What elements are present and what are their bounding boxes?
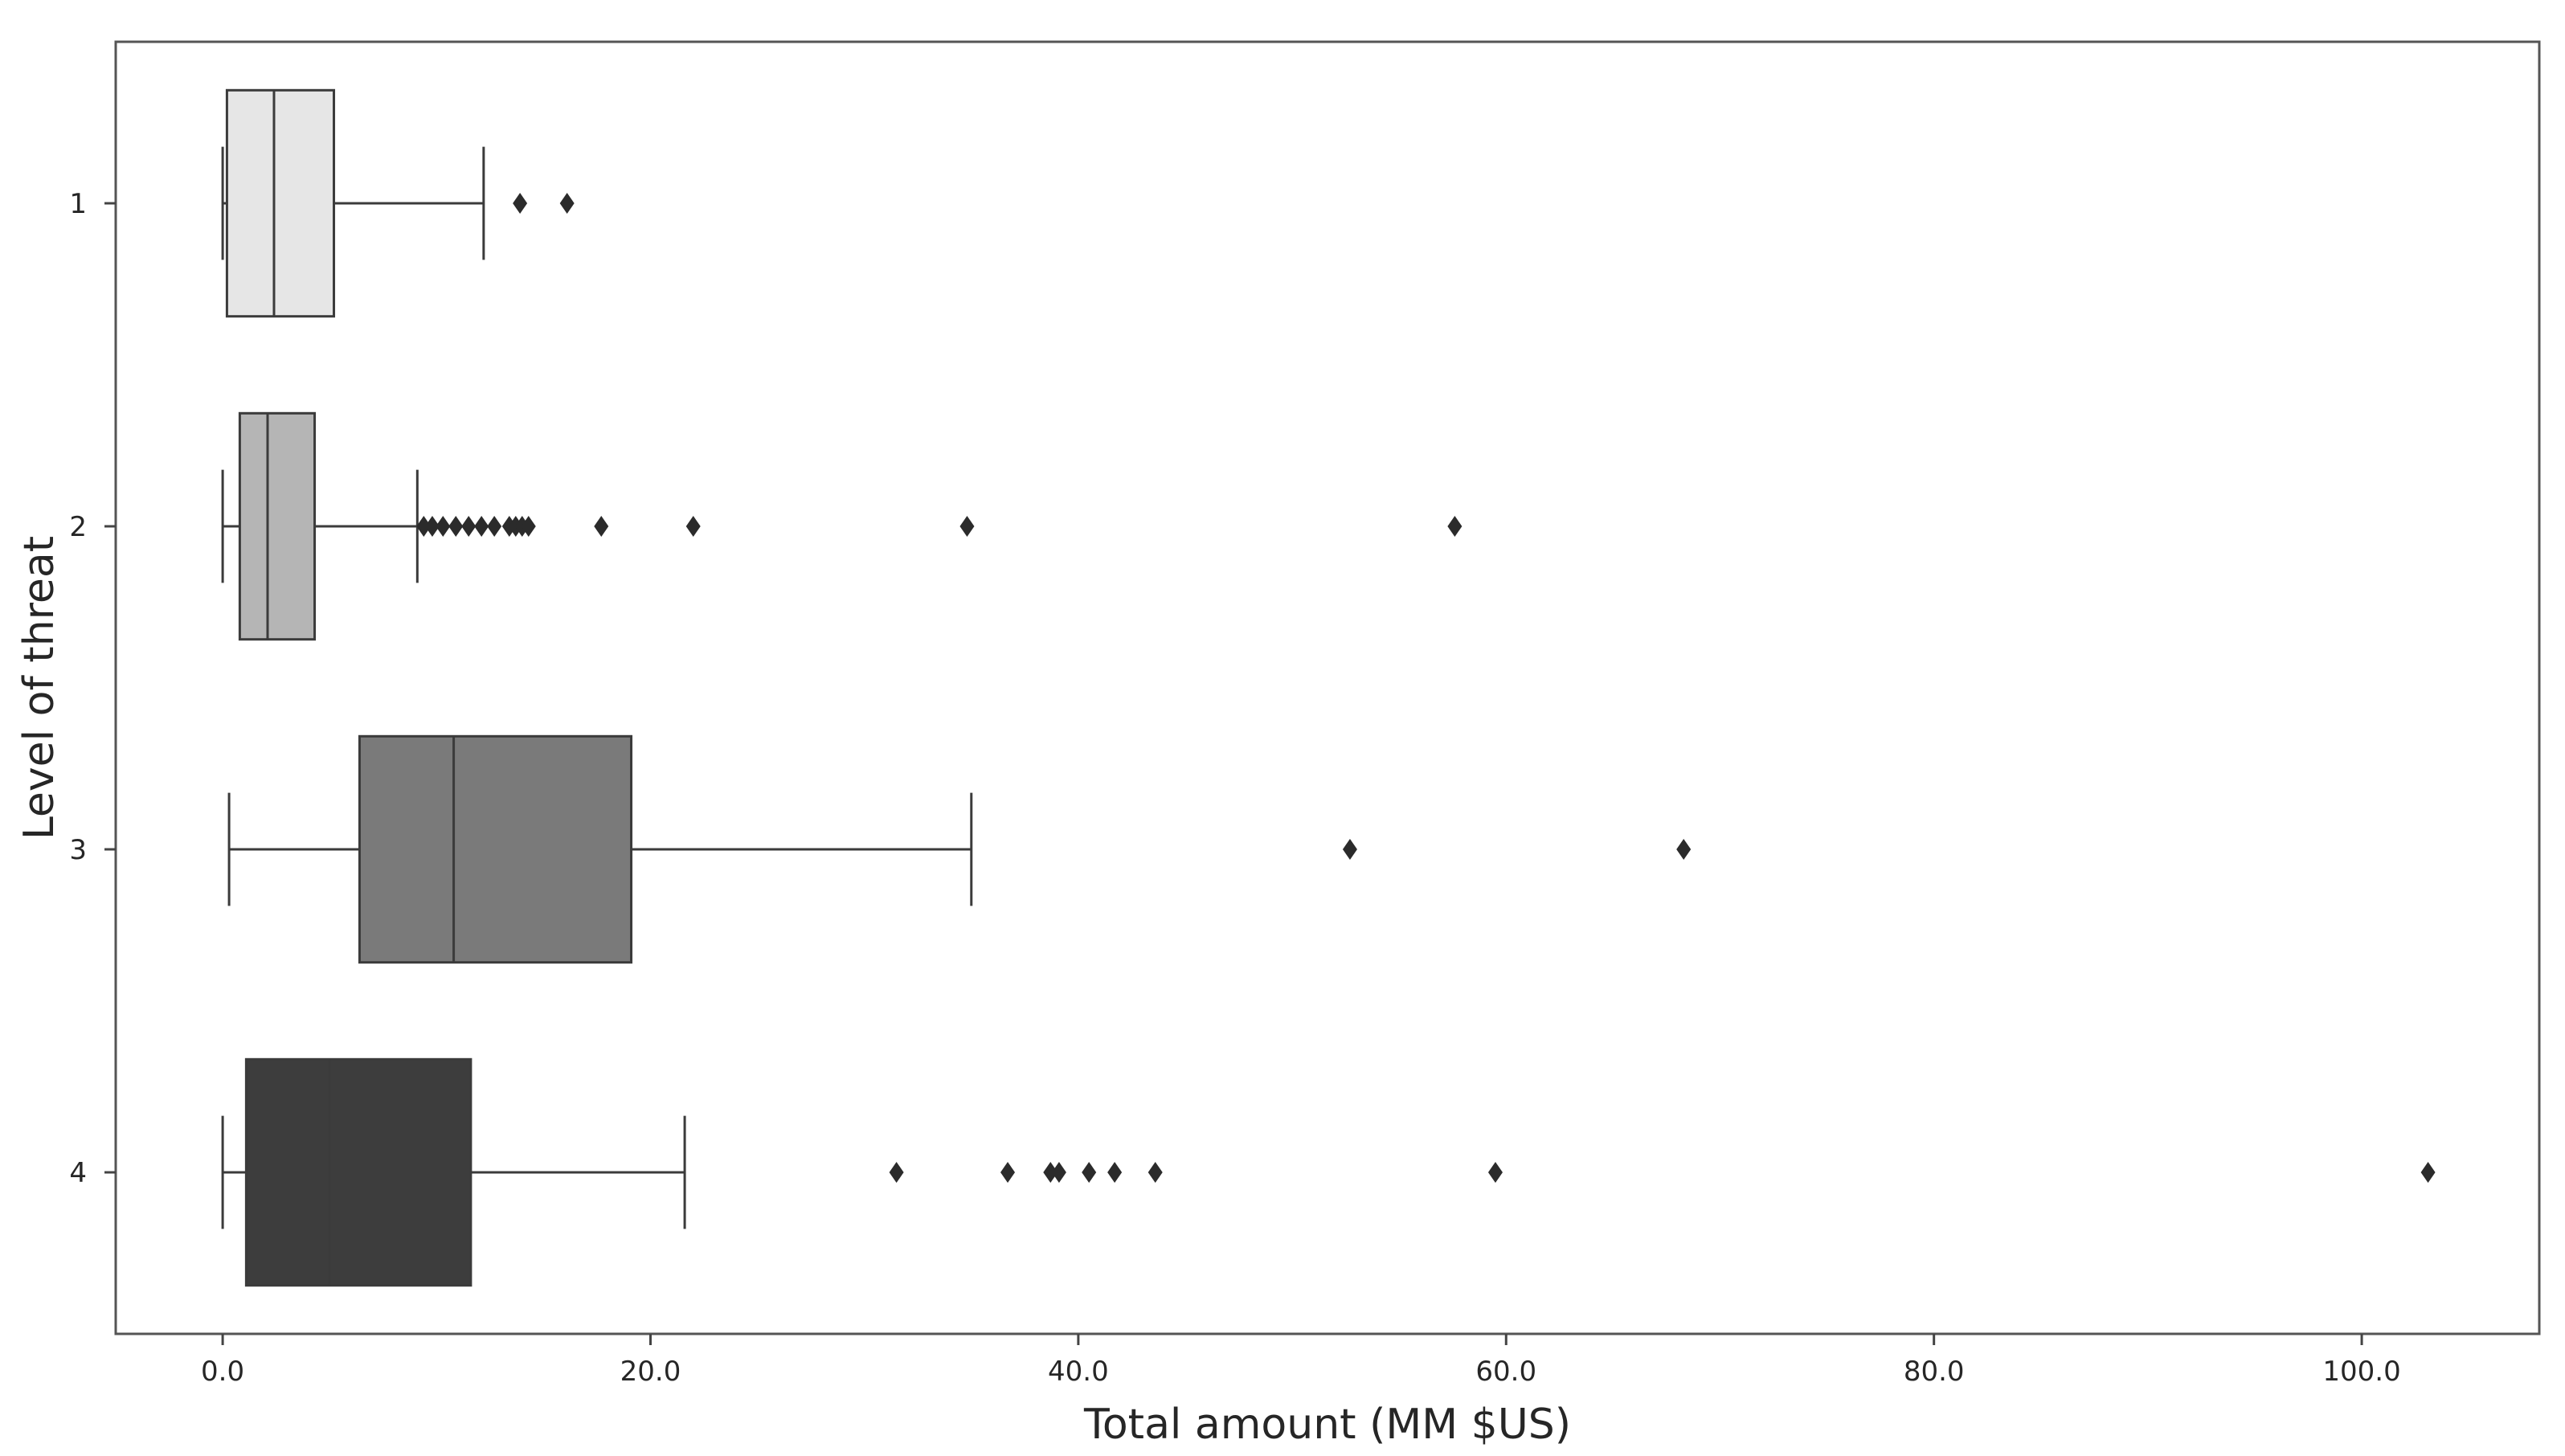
iqr-box — [358, 734, 633, 964]
outlier-point — [1000, 1162, 1016, 1183]
x-tick-label: 60.0 — [1475, 1356, 1536, 1388]
outlier-point — [889, 1162, 904, 1183]
x-tick-label: 40.0 — [1048, 1356, 1109, 1388]
y-tick-label: 2 — [69, 511, 87, 543]
outlier-point — [1107, 1162, 1123, 1183]
box-group-4 — [221, 1057, 2436, 1287]
box-group-1 — [221, 88, 575, 318]
outlier-point — [521, 516, 536, 537]
iqr-box — [244, 1057, 472, 1287]
box-group-3 — [227, 734, 1692, 964]
y-tick-label: 1 — [69, 188, 87, 220]
outlier-point — [448, 516, 464, 537]
y-axis-ticks: 1 2 3 4 — [69, 188, 116, 1189]
outlier-point — [1487, 1162, 1503, 1183]
outlier-point — [474, 516, 489, 537]
outlier-point — [1447, 516, 1462, 537]
outlier-point — [685, 516, 701, 537]
x-tick-label: 80.0 — [1904, 1356, 1965, 1388]
outlier-point — [416, 516, 432, 537]
outlier-point — [1082, 1162, 1097, 1183]
outlier-point — [594, 516, 609, 537]
box-group-2 — [221, 411, 1462, 641]
outlier-point — [487, 516, 502, 537]
x-axis-ticks: 0.0 20.0 40.0 60.0 80.0 100.0 — [201, 1334, 2401, 1388]
x-tick-label: 0.0 — [201, 1356, 244, 1388]
outlier-point — [1051, 1162, 1066, 1183]
iqr-box — [225, 88, 336, 318]
outlier-point — [436, 516, 451, 537]
outlier-point — [461, 516, 477, 537]
outlier-point — [1043, 1162, 1058, 1183]
x-tick-label: 20.0 — [620, 1356, 681, 1388]
y-axis-title: Level of threat — [15, 536, 63, 840]
outlier-point — [513, 193, 528, 214]
outlier-point — [1342, 839, 1357, 860]
outlier-point — [1676, 839, 1692, 860]
y-tick-label: 4 — [69, 1157, 87, 1189]
y-tick-label: 3 — [69, 834, 87, 866]
x-axis-title: Total amount (MM $US) — [1083, 1401, 1571, 1449]
x-tick-label: 100.0 — [2322, 1356, 2400, 1388]
outlier-point — [2420, 1162, 2436, 1183]
boxes-layer — [221, 88, 2436, 1287]
outlier-point — [424, 516, 440, 537]
outlier-point — [1148, 1162, 1163, 1183]
plot-frame — [114, 40, 2541, 1335]
outlier-point — [559, 193, 575, 214]
iqr-box — [238, 411, 317, 641]
outlier-point — [959, 516, 975, 537]
